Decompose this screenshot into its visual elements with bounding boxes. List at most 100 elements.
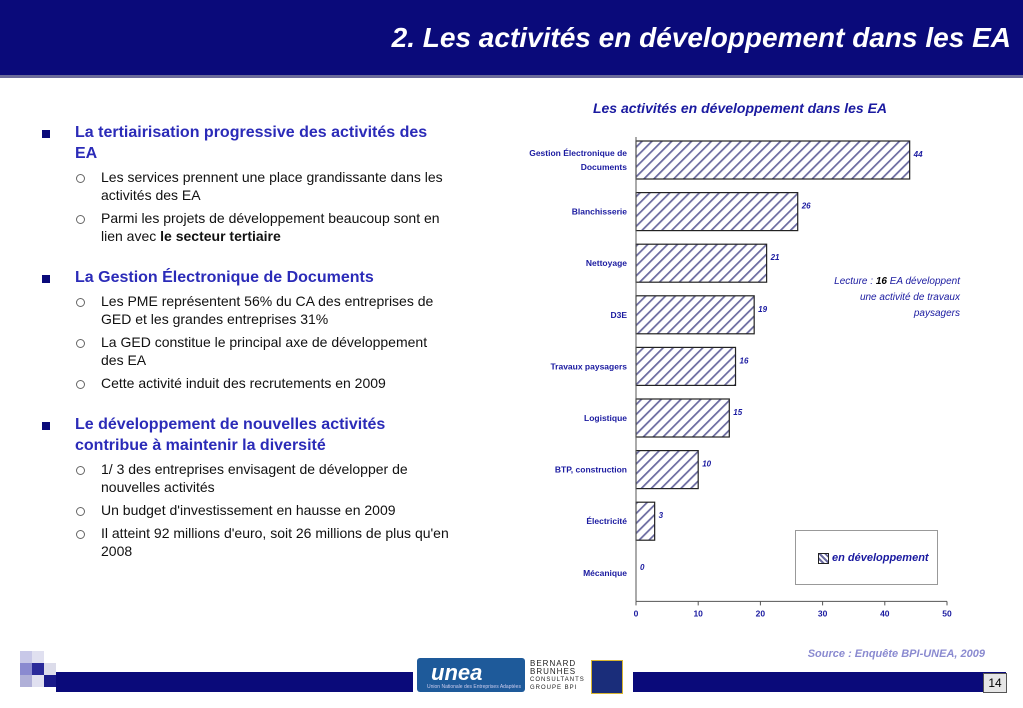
mosaic-tile: [20, 663, 32, 675]
bar-value-label: 15: [733, 408, 742, 417]
legend-label: en développement: [832, 552, 929, 564]
x-tick-label: 50: [942, 608, 952, 618]
bpi-logo-icon: [591, 660, 623, 694]
section: La tertiairisation progressive des activ…: [42, 122, 452, 245]
content-list: La tertiairisation progressive des activ…: [42, 122, 452, 582]
x-tick-label: 40: [880, 608, 890, 618]
bar: [635, 346, 737, 386]
list-item: Les PME représentent 56% du CA des entre…: [42, 292, 452, 328]
bar: [635, 243, 768, 283]
section-title: Le développement de nouvelles activités …: [75, 416, 386, 454]
list-item: Parmi les projets de développement beauc…: [42, 209, 452, 245]
bar-value-label: 21: [770, 253, 780, 262]
category-label: Mécanique: [583, 568, 627, 578]
chart-legend: en développement: [795, 530, 938, 585]
circle-bullet-icon: [76, 530, 85, 539]
list-item: 1/ 3 des entreprises envisagent de dével…: [42, 460, 452, 496]
source-note: Source : Enquête BPI-UNEA, 2009: [807, 648, 985, 660]
bar: [635, 501, 656, 541]
unea-logo-subtitle: Union Nationale des Entreprises Adaptées: [427, 684, 521, 690]
bar: [635, 295, 755, 335]
section-heading: La tertiairisation progressive des activ…: [42, 122, 452, 164]
annotation-line2: une activité de travaux: [859, 292, 960, 303]
x-tick-label: 0: [634, 608, 639, 618]
bb-line: GROUPE BPI: [530, 685, 578, 691]
page-number: 14: [983, 673, 1007, 693]
slide-title: 2. Les activités en développement dans l…: [391, 22, 1011, 53]
mosaic-tile: [32, 663, 44, 675]
bullet-bold-text: le secteur tertiaire: [160, 228, 281, 244]
footer-logos: unea Union Nationale des Entreprises Ada…: [413, 656, 633, 696]
section-heading: La Gestion Électronique de Documents: [42, 267, 452, 288]
mosaic-tile: [44, 675, 56, 687]
unea-logo-text: unea: [431, 660, 483, 685]
bernard-brunhes-logo: BERNARD BRUNHES CONSULTANTS GROUPE BPI: [530, 660, 585, 692]
unea-logo: unea Union Nationale des Entreprises Ada…: [417, 658, 525, 692]
list-item: Les services prennent une place grandiss…: [42, 168, 452, 204]
bb-line: BERNARD: [530, 659, 577, 668]
bullet-text: Les services prennent une place grandiss…: [101, 169, 443, 203]
bullet-list: 1/ 3 des entreprises envisagent de dével…: [42, 460, 452, 560]
bullet-text: Un budget d'investissement en hausse en …: [101, 502, 396, 518]
chart-annotation: Lecture : 16 EA développent une activité…: [810, 274, 960, 322]
bullet-text: 1/ 3 des entreprises envisagent de dével…: [101, 461, 408, 495]
category-label: Blanchisserie: [572, 207, 628, 217]
chart-title: Les activités en développement dans les …: [592, 100, 888, 116]
mosaic-tile: [20, 675, 32, 687]
section: La Gestion Électronique de Documents Les…: [42, 267, 452, 392]
circle-bullet-icon: [76, 174, 85, 183]
x-tick-label: 30: [818, 608, 828, 618]
section-title: La tertiairisation progressive des activ…: [75, 124, 428, 162]
list-item: Il atteint 92 millions d'euro, soit 26 m…: [42, 524, 452, 560]
circle-bullet-icon: [76, 507, 85, 516]
circle-bullet-icon: [76, 466, 85, 475]
square-bullet-icon: [42, 275, 50, 283]
annotation-line1: EA développent: [886, 276, 960, 287]
bar: [635, 450, 699, 490]
bar: [635, 192, 799, 232]
list-item: La GED constitue le principal axe de dév…: [42, 333, 452, 369]
bullet-list: Les PME représentent 56% du CA des entre…: [42, 292, 452, 392]
bullet-text: La GED constitue le principal axe de dév…: [101, 334, 428, 368]
circle-bullet-icon: [76, 339, 85, 348]
category-label: BTP, construction: [555, 465, 627, 475]
bar-value-label: 10: [702, 460, 711, 469]
category-label: D3E: [610, 310, 627, 320]
bullet-text: Cette activité induit des recrutements e…: [101, 375, 386, 391]
bar-value-label: 44: [913, 150, 923, 159]
square-bullet-icon: [42, 130, 50, 138]
annotation-line3: paysagers: [913, 308, 960, 319]
list-item: Un budget d'investissement en hausse en …: [42, 501, 452, 519]
annotation-prefix: Lecture :: [834, 276, 876, 287]
category-label: Travaux paysagers: [550, 361, 627, 371]
mosaic-tile: [20, 651, 32, 663]
bullet-text: Les PME représentent 56% du CA des entre…: [101, 293, 434, 327]
x-tick-label: 20: [756, 608, 766, 618]
x-tick-label: 10: [693, 608, 703, 618]
section-title: La Gestion Électronique de Documents: [75, 269, 374, 286]
bar-value-label: 3: [659, 511, 664, 520]
bullet-list: Les services prennent une place grandiss…: [42, 168, 452, 245]
bar: [635, 398, 730, 438]
annotation-value: 16: [875, 276, 887, 287]
section: Le développement de nouvelles activités …: [42, 414, 452, 560]
slide-header: 2. Les activités en développement dans l…: [0, 0, 1023, 78]
bar-value-label: 19: [758, 305, 767, 314]
bar-value-label: 16: [740, 356, 749, 365]
bb-line: CONSULTANTS: [530, 677, 585, 683]
list-item: Cette activité induit des recrutements e…: [42, 374, 452, 392]
bullet-text: Parmi les projets de développement beauc…: [101, 210, 440, 244]
section-heading: Le développement de nouvelles activités …: [42, 414, 452, 456]
circle-bullet-icon: [76, 298, 85, 307]
category-label: Électricité: [586, 516, 627, 526]
bar: [635, 140, 911, 180]
mosaic-tile: [32, 651, 44, 663]
bullet-text: Il atteint 92 millions d'euro, soit 26 m…: [101, 525, 449, 559]
mosaic-tile: [44, 663, 56, 675]
bar-value-label: 26: [801, 202, 811, 211]
circle-bullet-icon: [76, 215, 85, 224]
mosaic-tile: [32, 675, 44, 687]
bb-line: BRUNHES: [530, 667, 577, 676]
category-label: Logistique: [584, 413, 627, 423]
category-label: Nettoyage: [586, 258, 627, 268]
